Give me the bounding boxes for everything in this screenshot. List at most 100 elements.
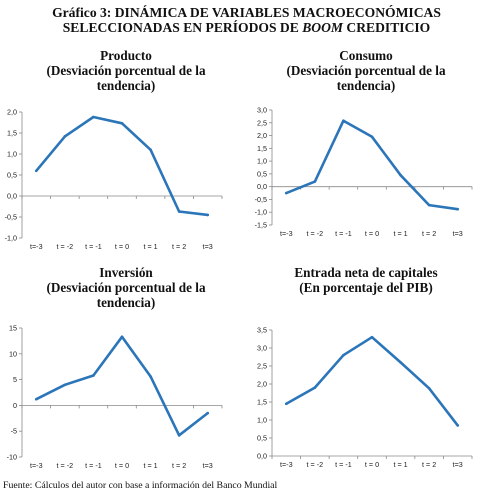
- y-tick-label: -0,5: [255, 195, 267, 204]
- panel-title-line: Inversión: [99, 265, 153, 280]
- y-tick-label: -10: [7, 453, 17, 462]
- data-point: [63, 135, 67, 138]
- y-tick-label: 2,5: [257, 362, 267, 371]
- y-tick-label: 0,0: [7, 192, 17, 201]
- y-tick-label: 0: [13, 401, 17, 410]
- x-tick-label: t = -2: [57, 461, 74, 470]
- data-point: [284, 402, 288, 406]
- x-tick-label: t = 1: [143, 461, 157, 470]
- chart-consumo: -1,5 -1,0 -0,5 0,0 0,5 1,0 1,5 2,0 2,5 3,0 t=-3 t =…: [255, 106, 473, 238]
- x-tick-label: t = 2: [172, 242, 186, 251]
- y-tick-label: 15: [9, 324, 17, 333]
- data-point: [149, 148, 152, 152]
- data-point: [177, 210, 181, 213]
- panel-title-capitales: Entrada neta de capitales (En porcentaje…: [246, 265, 486, 295]
- figure-title: Gráfico 3: DINÁMICA DE VARIABLES MACROEC…: [0, 5, 493, 35]
- series-line: [34, 335, 209, 437]
- panel-title-line: (Desviación porcentual de la: [46, 63, 206, 78]
- y-tick-label: 3,5: [257, 326, 267, 335]
- data-point: [120, 335, 124, 339]
- y-tick-label: 1,5: [7, 129, 17, 138]
- x-tick-label: t = 2: [172, 461, 186, 470]
- data-point: [120, 122, 124, 125]
- data-point: [370, 135, 374, 139]
- x-tick-label: t=3: [453, 460, 463, 469]
- panel-title-line: Producto: [100, 48, 152, 63]
- data-point: [63, 383, 67, 387]
- panel-title-line: (Desviación porcentual de la: [46, 280, 206, 295]
- x-tick-label: t = -2: [307, 460, 324, 469]
- chart-producto: -1,0 -0,5 0,0 0,5 1,0 1,5 2,0 t=-3 t = -2 t = -1 t…: [5, 108, 223, 251]
- x-tick-label: t = -1: [85, 461, 102, 470]
- y-tick-label: -1,0: [5, 234, 17, 243]
- y-tick-label: 0,5: [7, 171, 17, 180]
- y-tick-label: 0,5: [257, 434, 267, 443]
- y-tick-label: 1,0: [257, 157, 267, 166]
- x-tick-label: t = 2: [422, 460, 436, 469]
- y-tick-label: 0,0: [257, 452, 267, 461]
- x-tick-label: t = 0: [115, 461, 129, 470]
- x-tick-label: t = 0: [365, 229, 379, 238]
- y-tick-label: -0,5: [5, 213, 17, 222]
- data-point: [177, 434, 181, 437]
- panel-title-line: Entrada neta de capitales: [294, 265, 438, 280]
- data-point: [456, 207, 460, 211]
- data-point: [149, 375, 152, 378]
- series-line: [284, 335, 459, 427]
- y-tick-label: 1,0: [7, 150, 17, 159]
- y-tick-label: 2,0: [7, 108, 17, 117]
- data-point: [34, 397, 38, 401]
- data-point: [92, 115, 95, 119]
- panel-title-line: tendencia): [336, 78, 396, 93]
- x-tick-label: t = 0: [365, 460, 379, 469]
- data-point: [313, 386, 317, 389]
- x-tick-label: t = -1: [335, 229, 352, 238]
- y-tick-label: -1,0: [255, 208, 267, 217]
- data-point: [206, 213, 210, 217]
- y-tick-label: 3,0: [257, 106, 267, 115]
- data-point: [342, 119, 345, 123]
- x-tick-label: t = -1: [335, 460, 352, 469]
- x-tick-label: t = -2: [307, 229, 324, 238]
- figure-title-line1: Gráfico 3: DINÁMICA DE VARIABLES MACROEC…: [52, 5, 441, 20]
- x-tick-label: t=-3: [30, 242, 43, 251]
- series-line: [284, 119, 459, 211]
- y-tick-label: 0,5: [257, 169, 267, 178]
- x-tick-label: t = 0: [115, 242, 129, 251]
- series-line: [34, 115, 209, 217]
- panel-title-producto: Producto (Desviación porcentual de la te…: [6, 48, 246, 93]
- x-tick-label: t=-3: [280, 460, 293, 469]
- x-tick-label: t = 1: [393, 460, 407, 469]
- y-tick-label: 1,5: [257, 144, 267, 153]
- y-tick-label: -5: [11, 427, 17, 436]
- y-tick-label: 1,5: [257, 398, 267, 407]
- chart-capitales: 0,0 0,5 1,0 1,5 2,0 2,5 3,0 3,5 t=-3 t = -2 t = -1…: [257, 326, 473, 469]
- source-note: Fuente: Cálculos del autor con base a in…: [3, 480, 278, 491]
- x-tick-label: t=3: [203, 242, 213, 251]
- x-tick-label: t = -2: [57, 242, 74, 251]
- data-point: [399, 361, 402, 364]
- y-tick-label: 5: [13, 375, 17, 384]
- figure-title-line2-b: CREDITICIO: [343, 20, 431, 35]
- data-point: [427, 387, 431, 390]
- y-tick-label: -1,5: [255, 221, 267, 230]
- x-tick-label: t=3: [453, 229, 463, 238]
- x-tick-label: t = 2: [422, 229, 436, 238]
- panel-title-line: tendencia): [96, 295, 156, 310]
- x-tick-label: t=-3: [30, 461, 43, 470]
- y-tick-label: 10: [9, 349, 17, 358]
- x-tick-label: t=-3: [280, 229, 293, 238]
- x-tick-label: t = 1: [393, 229, 407, 238]
- data-point: [427, 203, 431, 207]
- y-tick-label: 2,0: [257, 131, 267, 140]
- data-point: [342, 353, 345, 357]
- x-tick-label: t = 1: [143, 242, 157, 251]
- y-tick-label: 2,5: [257, 118, 267, 127]
- data-point: [34, 169, 38, 173]
- data-point: [370, 335, 374, 339]
- panel-title-line: (En porcentaje del PIB): [299, 280, 433, 295]
- data-point: [206, 411, 210, 415]
- y-tick-label: 2,0: [257, 380, 267, 389]
- chart-inversion: -10 -5 0 5 10 15 t=-3 t = -2 t = -1 t = 0 t = 1 t =…: [7, 324, 223, 470]
- data-point: [284, 191, 288, 195]
